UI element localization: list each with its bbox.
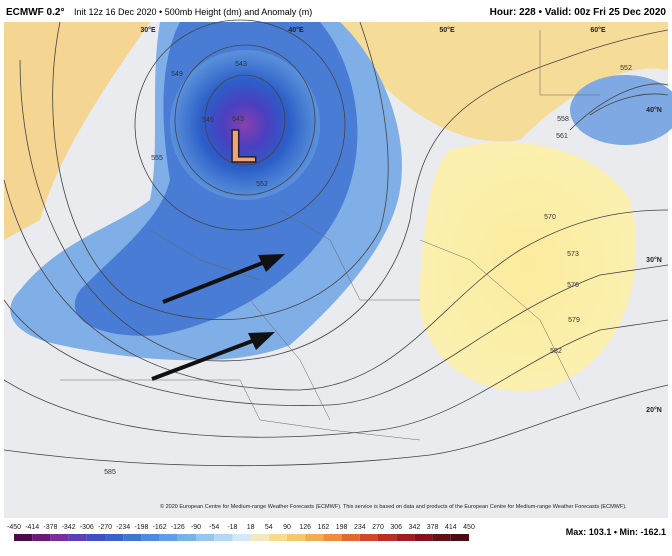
grid-label: 30°N — [646, 256, 662, 264]
colorbar-swatch — [32, 534, 51, 541]
contour-label: 561 — [556, 133, 568, 140]
colorbar-tick: 198 — [336, 524, 348, 531]
colorbar-tick: -54 — [209, 524, 219, 531]
colorbar-swatch — [123, 534, 142, 541]
colorbar-tick: 270 — [372, 524, 384, 531]
colorbar-swatch — [378, 534, 397, 541]
contour-label: 579 — [568, 317, 580, 324]
colorbar-tick: -126 — [171, 524, 185, 531]
map: L 30°E 40°E 50°E 60°E 40°N 30°N 20°N 543 543 546 5… — [3, 19, 672, 518]
colorbar-swatch — [268, 534, 287, 541]
colorbar-tick: 378 — [427, 524, 439, 531]
contour-label: 546 — [202, 117, 214, 124]
header-bg — [0, 0, 672, 22]
colorbar-tick: 234 — [354, 524, 366, 531]
copyright: © 2020 European Centre for Medium-range … — [160, 503, 627, 510]
contour-label: 582 — [550, 348, 562, 355]
model: ECMWF 0.2° — [6, 7, 64, 18]
contour-label: 549 — [171, 71, 183, 78]
colorbar-tick: 162 — [318, 524, 330, 531]
colorbar-tick: 126 — [299, 524, 311, 531]
colorbar-swatch — [287, 534, 306, 541]
grid-label: 40°E — [288, 26, 304, 34]
grid-label: 50°E — [439, 26, 455, 34]
colorbar-tick: -18 — [227, 524, 237, 531]
colorbar-tick: 306 — [390, 524, 402, 531]
colorbar-tick: 414 — [445, 524, 457, 531]
colorbar: -450 -414 -378 -342 -306 -270 -234 -198 -162 -126… — [7, 524, 475, 541]
contour-label: 573 — [567, 251, 579, 258]
colorbar-tick: 18 — [247, 524, 255, 531]
colorbar-tick: -270 — [98, 524, 112, 531]
grid-label: 20°N — [646, 406, 662, 414]
colorbar-swatch — [323, 534, 342, 541]
low-core — [170, 50, 320, 200]
grid-label: 40°N — [646, 106, 662, 114]
colorbar-swatch — [232, 534, 251, 541]
colorbar-tick: 90 — [283, 524, 291, 531]
stats: Max: 103.1 • Min: -162.1 — [566, 527, 666, 537]
contour-label: 543 — [235, 61, 247, 68]
contour-label: 552 — [620, 65, 632, 72]
colorbar-tick: 342 — [409, 524, 421, 531]
warm-anomaly — [418, 142, 636, 392]
colorbar-swatch — [450, 534, 469, 541]
colorbar-swatch — [141, 534, 160, 541]
colorbar-swatch — [414, 534, 433, 541]
colorbar-tick: -342 — [62, 524, 76, 531]
contour-label: 558 — [557, 116, 569, 123]
colorbar-swatch — [86, 534, 105, 541]
colorbar-tick: -234 — [116, 524, 130, 531]
description: Init 12z 16 Dec 2020 • 500mb Height (dm)… — [74, 7, 312, 17]
colorbar-swatch — [432, 534, 451, 541]
cold-anomaly — [570, 75, 672, 145]
colorbar-tick: -414 — [25, 524, 39, 531]
contour-label: 552 — [256, 181, 268, 188]
colorbar-swatch — [341, 534, 360, 541]
colorbar-tick: -450 — [7, 524, 21, 531]
colorbar-swatch — [105, 534, 124, 541]
contour-label: 543 — [232, 116, 244, 123]
colorbar-swatch — [359, 534, 378, 541]
run-info: Hour: 228 • Valid: 00z Fri 25 Dec 2020 — [490, 7, 667, 18]
colorbar-swatch — [14, 534, 33, 541]
grid-label: 60°E — [590, 26, 606, 34]
contours — [3, 19, 669, 467]
colorbar-swatch — [177, 534, 196, 541]
colorbar-tick: -162 — [153, 524, 167, 531]
colorbar-swatch — [305, 534, 324, 541]
contour-label: 576 — [567, 282, 579, 289]
warm-anomaly — [4, 22, 150, 240]
contour-label: 555 — [151, 155, 163, 162]
colorbar-tick: 54 — [265, 524, 273, 531]
arrows — [151, 254, 285, 381]
colorbar-swatch — [396, 534, 415, 541]
contour-label: 585 — [104, 469, 116, 476]
contour-label: 570 — [544, 214, 556, 221]
colorbar-swatch — [250, 534, 269, 541]
colorbar-tick: -198 — [134, 524, 148, 531]
colorbar-tick: -306 — [80, 524, 94, 531]
colorbar-tick: -378 — [43, 524, 57, 531]
grid-label: 30°E — [140, 26, 156, 34]
colorbar-tick: 450 — [463, 524, 475, 531]
colorbar-swatch — [196, 534, 215, 541]
colorbar-swatch — [159, 534, 178, 541]
colorbar-swatch — [50, 534, 69, 541]
low-label: L — [229, 120, 257, 172]
colorbar-tick: -90 — [191, 524, 201, 531]
colorbar-swatch — [68, 534, 87, 541]
colorbar-swatch — [214, 534, 233, 541]
